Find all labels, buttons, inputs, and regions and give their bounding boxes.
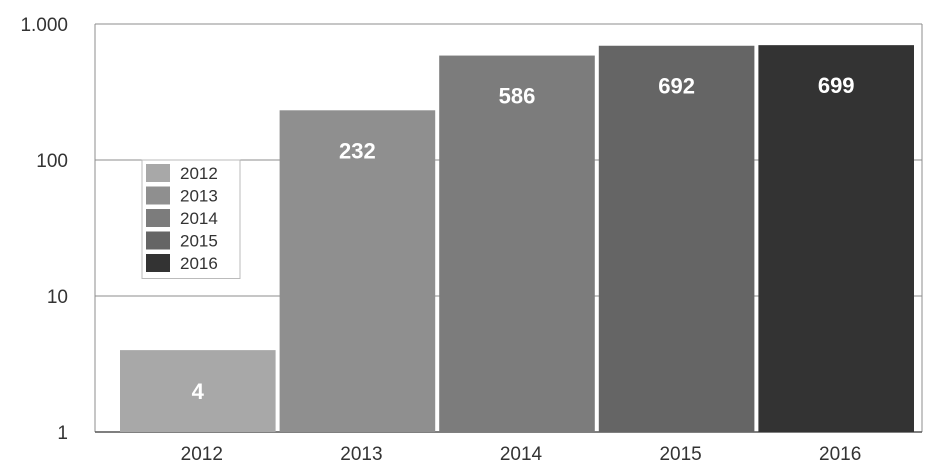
y-tick-label: 100 (36, 151, 68, 172)
bar-value-label: 4 (192, 379, 205, 404)
bar-value-label: 699 (818, 73, 855, 98)
x-tick-label: 2015 (659, 444, 701, 464)
x-tick-label: 2012 (181, 444, 223, 464)
bar-2012 (120, 350, 276, 432)
bar-2015 (598, 45, 755, 432)
y-tick-label: 10 (47, 287, 68, 308)
x-tick-label: 2013 (340, 444, 382, 464)
legend: 2012 2013 2014 2015 2016 (141, 159, 241, 279)
legend-label: 2012 (180, 164, 218, 183)
legend-swatch-2015 (146, 231, 170, 250)
x-axis: 2012 2013 2014 2015 2016 (181, 444, 862, 464)
legend-label: 2013 (180, 187, 218, 206)
legend-label: 2015 (180, 232, 218, 251)
y-tick-label: 1.000 (20, 15, 68, 36)
bars: 4 232 586 692 699 (120, 45, 914, 433)
legend-swatch-2014 (146, 209, 170, 227)
bar-2013 (279, 110, 436, 432)
x-tick-label: 2016 (819, 444, 861, 464)
bar-2014 (439, 55, 595, 433)
legend-swatch-2012 (146, 164, 170, 182)
bar-2016 (758, 45, 914, 433)
bar-value-label: 232 (339, 138, 376, 163)
legend-label: 2016 (180, 254, 218, 273)
legend-label: 2014 (180, 209, 218, 228)
y-tick-label: 1 (57, 423, 68, 444)
bar-value-label: 692 (658, 74, 695, 99)
legend-swatch-2013 (146, 186, 170, 205)
legend-swatch-2016 (146, 254, 170, 272)
y-axis: 1 10 100 1.000 (20, 15, 68, 444)
x-tick-label: 2014 (500, 444, 543, 464)
bar-value-label: 586 (499, 84, 536, 109)
